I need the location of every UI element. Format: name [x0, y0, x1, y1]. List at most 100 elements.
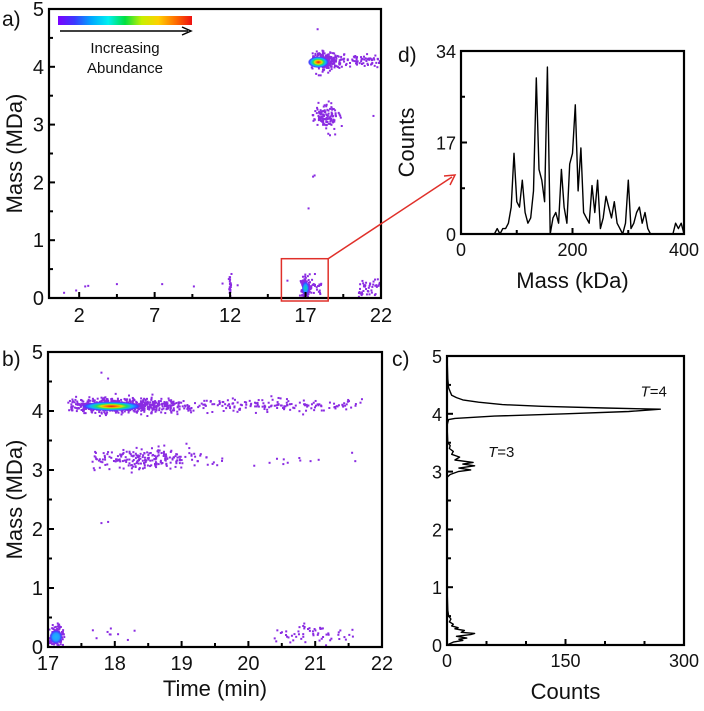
scatter-point [286, 279, 289, 282]
scatter-point [98, 414, 101, 417]
scatter-point [128, 452, 131, 455]
scatter-point [143, 410, 146, 413]
y-tick-label: 3 [432, 463, 442, 483]
scatter-point [340, 125, 343, 128]
scatter-point [373, 64, 376, 67]
scatter-point [142, 406, 145, 409]
scatter-point [320, 116, 323, 119]
scatter-point [155, 407, 158, 410]
scatter-point [114, 392, 117, 395]
scatter-point [338, 59, 341, 62]
scatter-point [337, 404, 340, 407]
scatter-point [103, 400, 106, 403]
scatter-point [333, 402, 336, 405]
scatter-point [188, 405, 191, 408]
scatter-point [99, 460, 102, 463]
scatter-point [125, 450, 128, 453]
scatter-point [327, 100, 330, 103]
scatter-point [361, 279, 364, 282]
scatter-point [312, 284, 315, 287]
scatter-point [104, 412, 107, 415]
scatter-point [211, 403, 214, 406]
scatter-point [199, 454, 202, 457]
scatter-point [301, 290, 304, 293]
scatter-point [188, 407, 191, 410]
scatter-point [308, 290, 311, 293]
scatter-point [108, 633, 111, 636]
scatter-point [63, 291, 66, 294]
scatter-point [74, 398, 77, 401]
scatter-point [155, 401, 158, 404]
y-tick-label: 2 [32, 519, 43, 541]
scatter-point [351, 59, 354, 62]
scatter-point [175, 462, 178, 465]
scatter-point [238, 408, 241, 411]
scatter-point [82, 403, 85, 406]
scatter-point [363, 285, 366, 288]
scatter-point [224, 403, 227, 406]
scatter-point [305, 280, 308, 283]
scatter-point [213, 403, 216, 406]
plot-area [493, 66, 685, 235]
scatter-point [338, 61, 341, 64]
scatter-point [181, 462, 184, 465]
scatter-point [80, 404, 83, 407]
scatter-point [311, 278, 314, 281]
density-hotspot [81, 401, 142, 411]
scatter-point [177, 404, 180, 407]
scatter-point [304, 404, 307, 407]
plot-frame [47, 7, 383, 300]
scatter-point [368, 293, 371, 296]
scatter-point [176, 406, 179, 409]
scatter-point [177, 402, 180, 405]
scatter-point [133, 410, 136, 413]
x-axis-label: Mass (kDa) [516, 268, 628, 293]
scatter-point [331, 107, 334, 110]
scatter-point [354, 403, 357, 406]
scatter-point [333, 127, 336, 130]
scatter-point [159, 400, 162, 403]
scatter-point [326, 114, 329, 117]
scatter-point [155, 466, 158, 469]
x-tick-label: 7 [149, 305, 160, 327]
scatter-point [147, 454, 150, 457]
scatter-point [366, 58, 369, 61]
scatter-point [141, 467, 144, 470]
scatter-point [327, 66, 330, 69]
scatter-point [336, 405, 339, 408]
scatter-point [298, 401, 301, 404]
scatter-point [180, 466, 183, 469]
scatter-point [164, 455, 167, 458]
scatter-point [256, 403, 259, 406]
scatter-point [166, 405, 169, 408]
scatter-point [319, 109, 322, 112]
scatter-point [91, 411, 94, 414]
scatter-point [303, 627, 306, 630]
scatter-point [372, 283, 375, 286]
scatter-point [107, 451, 110, 454]
scatter-point [310, 403, 313, 406]
scatter-point [321, 49, 324, 52]
scatter-point [360, 291, 363, 294]
scatter-point [276, 401, 279, 404]
scatter-point [262, 402, 265, 405]
scatter-point [310, 66, 313, 69]
scatter-point [110, 400, 113, 403]
scatter-point [114, 460, 117, 463]
scatter-point [186, 407, 189, 410]
scatter-point [318, 284, 321, 287]
scatter-point [130, 471, 133, 474]
scatter-point [354, 404, 357, 407]
scatter-point [348, 400, 351, 403]
scatter-point [367, 57, 370, 60]
scatter-point [167, 397, 170, 400]
scatter-point [117, 633, 120, 636]
scatter-point [362, 62, 365, 65]
y-tick-label: 2 [33, 172, 44, 194]
scatter-point [360, 60, 363, 63]
scatter-point [325, 56, 328, 59]
scatter-point [229, 289, 232, 292]
scatter-point [143, 409, 146, 412]
scatter-point [193, 452, 196, 455]
arrow-head-icon [443, 174, 457, 186]
